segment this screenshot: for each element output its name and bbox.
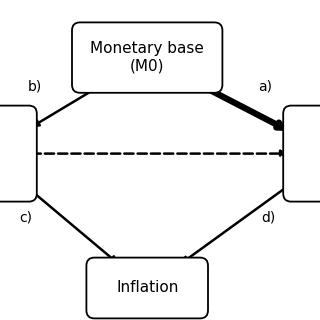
- Text: b): b): [28, 79, 42, 93]
- Text: Monetary base
(M0): Monetary base (M0): [90, 41, 204, 74]
- Text: Inflation: Inflation: [116, 281, 178, 295]
- Text: d): d): [262, 211, 276, 225]
- Text: a): a): [259, 79, 273, 93]
- FancyBboxPatch shape: [0, 106, 37, 202]
- FancyBboxPatch shape: [72, 22, 222, 93]
- FancyBboxPatch shape: [283, 106, 320, 202]
- Text: c): c): [19, 211, 32, 225]
- FancyBboxPatch shape: [86, 258, 208, 318]
